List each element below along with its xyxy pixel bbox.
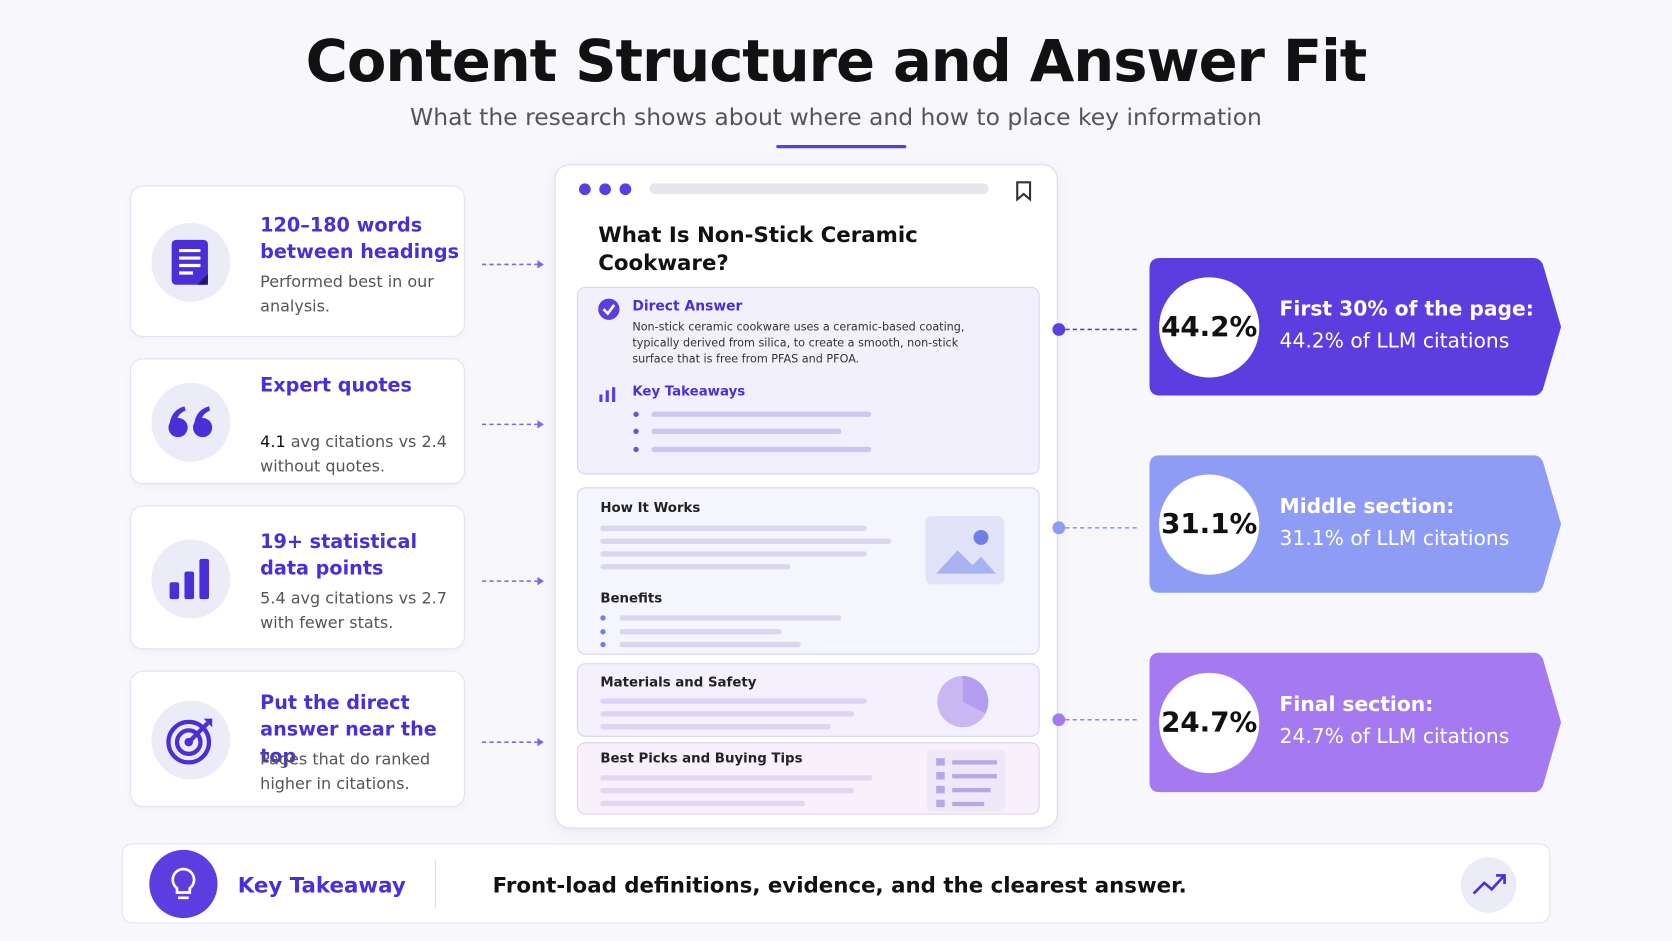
placeholder-line [651,446,872,453]
section-title: Materials and Safety [600,673,757,690]
placeholder-line [600,525,867,532]
stat-text: 24.7% of LLM citations [1279,724,1510,749]
stat-title: Final section: [1279,692,1434,717]
pie-icon [936,675,989,728]
section-title: Benefits [600,589,663,606]
placeholder-line [651,411,872,417]
stat-title: First 30% of the page: [1279,296,1534,321]
placeholder-line [651,428,842,434]
card-icon [151,539,231,618]
placeholder-line [600,551,867,557]
stat-banner: 31.1% Middle section: 31.1% of LLM citatio… [1149,455,1562,593]
key-takeaways-label: Key Takeaways [632,382,746,399]
placeholder-line [600,698,867,704]
footer-divider [435,859,437,909]
card-icon [151,700,231,780]
window-dot [599,183,611,196]
card-text: Pages that do ranked higher in citations… [260,747,452,796]
address-bar [649,183,989,195]
card-text: 4.1 avg citations vs 2.4 without quotes. [260,430,452,479]
text: avg citations vs 2.4 without quotes. [260,431,447,476]
arrow [481,571,546,585]
stat-title: Middle section: [1279,494,1455,518]
placeholder-line [600,564,791,570]
section-box: How It Works Benefits [576,487,1040,655]
section-box: Direct Answer Non-stick ceramic cookware … [576,286,1040,475]
footer-label: Key Takeaway [237,872,406,898]
placeholder-line [600,775,873,781]
placeholder-line [600,711,855,717]
stat-text: 31.1% of LLM citations [1279,526,1510,550]
card: Put the direct answer near the top Pages … [130,670,465,808]
arrow [481,415,546,429]
list-icon [926,749,1006,812]
bullet [633,411,639,417]
bullet [600,615,606,621]
text: Performed best in our analysis. [260,271,434,316]
trend-icon [1460,857,1517,913]
card: 120–180 words between headings Performed … [130,185,465,337]
placeholder-line [600,800,806,807]
stat-text: 44.2% of LLM citations [1279,328,1510,353]
stat-banner: 24.7% Final section: 24.7% of LLM citation… [1149,652,1562,793]
bullet [633,428,639,434]
card: 19+ statistical data points 5.4 avg citat… [130,505,465,650]
card-icon [151,382,231,462]
stat-circle: 44.2% [1159,276,1260,377]
bookmark-icon [1014,180,1033,202]
card-title: 120–180 words between headings [260,214,460,264]
footer-text: Front-load definitions, evidence, and th… [492,872,1187,898]
title: Content Structure and Answer Fit [305,27,1368,95]
placeholder-line [619,615,842,621]
section-box: Best Picks and Buying Tips [576,742,1040,815]
card-title: Expert quotes [260,374,412,397]
card-title: 19+ statistical data points [260,530,418,580]
section-box: Materials and Safety [576,663,1040,737]
bullet [600,641,606,648]
connector [1051,519,1141,535]
stat-circle: 24.7% [1159,672,1260,773]
text: Pages that do ranked higher in citations… [260,749,431,794]
divider [776,145,907,149]
card-icon [151,222,231,302]
placeholder-line [600,724,831,730]
section-title: Best Picks and Buying Tips [600,749,803,766]
bulb-icon [149,849,218,919]
image-placeholder [925,516,1005,585]
subtitle: What the research shows about where and … [410,104,1262,132]
bullet [633,446,639,453]
arrow [481,255,546,269]
footer: Key Takeaway Front-load definitions, evid… [121,843,1551,924]
card-text: Performed best in our analysis. [260,270,452,319]
text: 5.4 avg citations vs 2.7 with fewer stat… [260,588,447,632]
section-title: How It Works [600,499,701,516]
placeholder-line [600,538,892,544]
stat-circle: 31.1% [1159,473,1260,575]
connector [1051,711,1141,727]
connector [1051,321,1141,336]
placeholder-line [619,629,782,635]
direct-answer-text: Non-stick ceramic cookware uses a cerami… [632,320,965,366]
stat-banner: 44.2% First 30% of the page: 44.2% of LLM … [1149,258,1562,396]
placeholder-line [619,641,801,648]
bullet [600,629,606,635]
placeholder-line [600,787,855,794]
window-dot [619,183,632,196]
check-icon [597,297,620,320]
article-title: What Is Non-Stick Ceramic Cookware? [598,221,918,276]
card: Expert quotes 4.1 avg citations vs 2.4 wi… [130,358,465,485]
card-text: 5.4 avg citations vs 2.7 with fewer stat… [260,586,452,635]
browser-mockup: What Is Non-Stick Ceramic Cookware? Direc… [554,164,1058,829]
window-dot [579,183,591,196]
highlight: 4.1 [260,431,286,452]
arrow [481,733,546,747]
card-title: Put the direct answer near the top [260,692,437,768]
direct-answer-label: Direct Answer [632,298,743,315]
chart-icon [599,386,616,402]
